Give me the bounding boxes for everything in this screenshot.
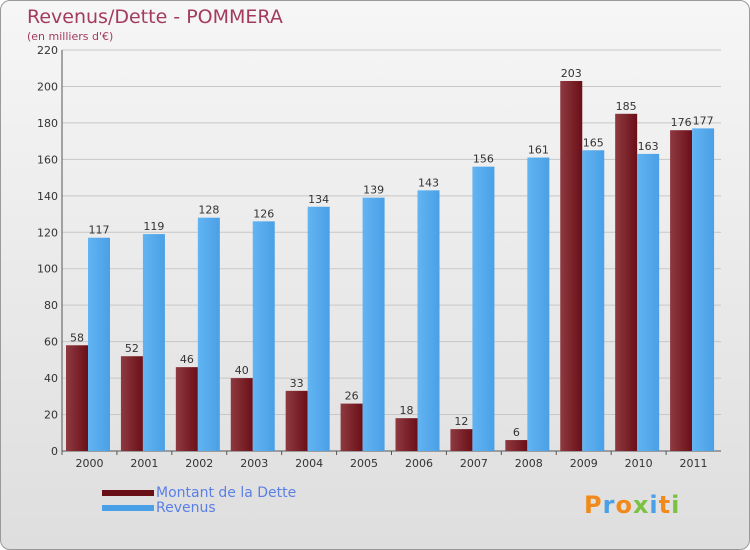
legend-label-revenus: Revenus: [156, 500, 216, 516]
data-label-revenus: 128: [198, 204, 219, 217]
data-label-dette: 12: [454, 415, 468, 428]
bar-revenus: [307, 206, 330, 451]
bar-dette: [395, 418, 418, 451]
y-tick-label: 80: [44, 299, 58, 312]
x-tick-label: 2002: [185, 457, 213, 470]
bar-dette: [230, 378, 253, 451]
data-label-revenus: 165: [583, 136, 604, 149]
data-label-dette: 26: [345, 390, 359, 403]
bar-revenus: [417, 190, 440, 451]
bar-dette: [670, 130, 693, 451]
logo-letter: i: [671, 491, 681, 519]
data-label-dette: 18: [400, 404, 414, 417]
y-tick-label: 140: [37, 190, 58, 203]
data-label-revenus: 119: [143, 220, 164, 233]
bar-revenus: [142, 234, 165, 451]
x-tick-label: 2004: [295, 457, 323, 470]
data-label-revenus: 143: [418, 176, 439, 189]
bar-revenus: [252, 221, 275, 451]
x-tick-label: 2005: [350, 457, 378, 470]
logo-letter: P: [584, 491, 603, 519]
x-tick-label: 2001: [130, 457, 158, 470]
data-label-revenus: 163: [638, 140, 659, 153]
bar-revenus: [197, 217, 220, 451]
y-tick-label: 100: [37, 263, 58, 276]
data-label-revenus: 139: [363, 184, 384, 197]
x-tick-label: 2010: [625, 457, 653, 470]
y-tick-label: 220: [37, 44, 58, 57]
y-tick-label: 120: [37, 226, 58, 239]
x-tick-label: 2000: [75, 457, 103, 470]
x-tick-label: 2006: [405, 457, 433, 470]
y-tick-label: 40: [44, 372, 58, 385]
y-tick-label: 0: [51, 445, 58, 458]
bar-dette: [560, 80, 583, 452]
y-tick-label: 180: [37, 117, 58, 130]
legend-swatch-revenus: [102, 505, 154, 511]
y-tick-label: 20: [44, 409, 58, 422]
data-label-dette: 6: [513, 426, 520, 439]
bar-revenus: [692, 128, 715, 452]
chart-subtitle: (en milliers d'€): [27, 30, 114, 43]
bar-dette: [450, 429, 473, 451]
bar-revenus: [362, 197, 385, 451]
data-label-dette: 52: [125, 342, 139, 355]
data-label-dette: 46: [180, 353, 194, 366]
logo-letter: o: [615, 491, 633, 519]
logo-letter: x: [632, 491, 650, 519]
bar-revenus: [637, 153, 660, 452]
bar-revenus: [88, 237, 110, 451]
legend-swatch-dette: [102, 490, 154, 496]
bar-revenus: [582, 150, 605, 451]
data-label-dette: 185: [616, 100, 637, 113]
logo-letter: i: [649, 491, 659, 519]
x-tick-label: 2003: [240, 457, 268, 470]
bar-dette: [340, 403, 363, 451]
bar-dette: [615, 113, 638, 451]
x-tick-label: 2007: [460, 457, 488, 470]
data-label-revenus: 156: [473, 153, 494, 166]
data-label-dette: 203: [561, 67, 582, 80]
y-tick-label: 60: [44, 336, 58, 349]
data-label-revenus: 126: [253, 207, 274, 220]
bar-dette: [505, 440, 528, 451]
x-tick-label: 2011: [680, 457, 708, 470]
logo-letter: t: [658, 491, 672, 519]
data-label-revenus: 161: [528, 144, 549, 157]
data-label-dette: 58: [70, 331, 84, 344]
proxiti-logo: Proxiti: [584, 491, 680, 519]
x-tick-label: 2009: [570, 457, 598, 470]
chart-title: Revenus/Dette - POMMERA: [27, 6, 283, 28]
data-label-revenus: 134: [308, 193, 329, 206]
bar-dette: [175, 367, 198, 451]
legend-label-dette: Montant de la Dette: [156, 485, 297, 501]
data-label-revenus: 177: [693, 114, 714, 127]
bar-revenus: [472, 166, 495, 451]
bar-dette: [66, 345, 88, 451]
y-tick-label: 200: [37, 80, 58, 93]
data-label-dette: 33: [290, 377, 304, 390]
bar-dette: [285, 390, 308, 451]
bar-revenus: [527, 157, 550, 452]
x-tick-label: 2008: [515, 457, 543, 470]
logo-letter: r: [602, 491, 616, 519]
data-label-dette: 40: [235, 364, 249, 377]
bar-dette: [120, 356, 143, 451]
data-label-revenus: 117: [89, 224, 110, 237]
y-tick-label: 160: [37, 153, 58, 166]
data-label-dette: 176: [671, 116, 692, 129]
